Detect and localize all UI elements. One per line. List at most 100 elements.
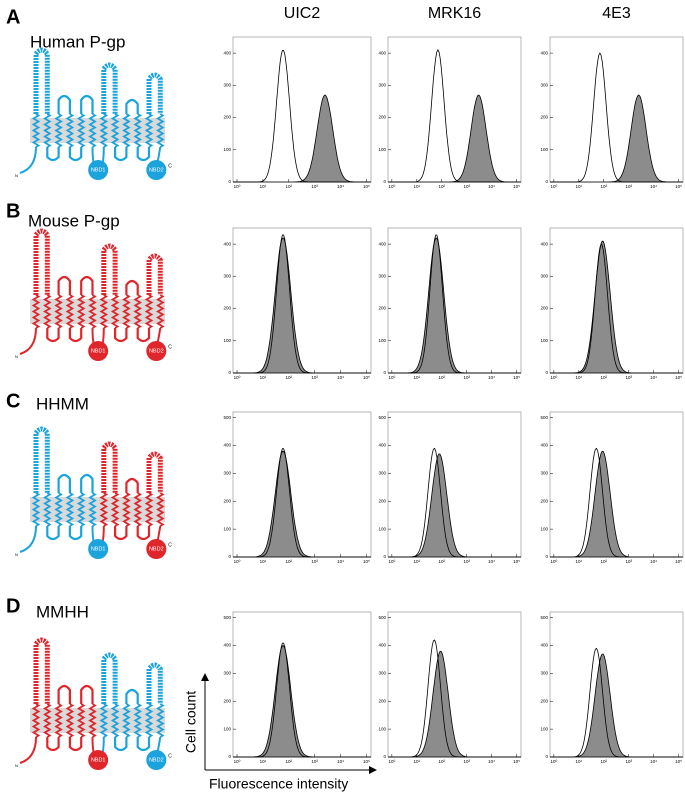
- helix: [54, 492, 63, 527]
- y-tick-label: 300: [378, 471, 386, 476]
- y-tick-label: 200: [223, 306, 231, 311]
- helix: [88, 294, 97, 329]
- y-tick-label: 400: [378, 241, 386, 246]
- membrane: [30, 497, 165, 522]
- panel-frame: [549, 611, 684, 758]
- x-tick-label: 10⁰: [388, 559, 395, 564]
- x-tick-label: 10⁰: [234, 559, 241, 564]
- y-tick-label: 500: [378, 615, 386, 620]
- extracellular-loop: [125, 688, 139, 704]
- x-tick-label: 10⁵: [513, 759, 520, 764]
- y-tick-label: 400: [378, 443, 386, 448]
- sample-histogram: [233, 94, 371, 183]
- control-histogram: [550, 647, 683, 758]
- nbd1-label: NBD1: [91, 757, 106, 763]
- helix: [65, 113, 75, 148]
- extracellular-loop: [33, 47, 50, 114]
- helix: [144, 492, 154, 527]
- y-tick-label: 0: [383, 554, 386, 559]
- n-tail: [19, 327, 37, 355]
- x-tick-label: 10²: [439, 375, 446, 380]
- x-tick-label: 10⁵: [363, 375, 370, 380]
- control-histogram: [550, 243, 683, 374]
- intracellular-loop: [136, 737, 151, 752]
- control-histogram: [388, 447, 521, 558]
- helix: [110, 703, 120, 738]
- helix: [31, 113, 41, 148]
- extracellular-loop: [125, 477, 139, 493]
- y-tick-label: 400: [378, 643, 386, 648]
- y-tick-label: 0: [545, 370, 548, 375]
- y-tick-label: 100: [540, 147, 548, 152]
- x-tick-label: 10²: [286, 375, 293, 380]
- intracellular-loop: [136, 147, 151, 162]
- nbd2-label: NBD2: [149, 167, 164, 173]
- x-tick-label: 10³: [311, 184, 318, 189]
- nbd2-label: NBD2: [149, 348, 164, 354]
- helix: [76, 703, 86, 738]
- x-tick-label: 10²: [439, 184, 446, 189]
- x-tick-label: 10⁵: [675, 375, 682, 380]
- extracellular-loop: [57, 473, 71, 493]
- y-tick-label: 100: [378, 147, 386, 152]
- helix: [133, 703, 142, 738]
- y-tick-label: 400: [223, 443, 231, 448]
- helix: [144, 294, 154, 329]
- sample-histogram: [550, 240, 683, 374]
- y-tick-label: 400: [540, 643, 548, 648]
- helix: [110, 492, 120, 527]
- helix: [133, 113, 142, 148]
- sample-histogram: [233, 450, 371, 558]
- x-tick-label: 10⁵: [363, 184, 370, 189]
- x-tick-label: 10³: [625, 759, 632, 764]
- y-tick-label: 0: [545, 754, 548, 759]
- control-histogram: [388, 49, 521, 183]
- sample-histogram: [233, 645, 371, 758]
- y-tick-label: 200: [223, 115, 231, 120]
- x-tick-label: 10⁰: [234, 375, 241, 380]
- c-label: C: [168, 753, 172, 759]
- x-tick-label: 10²: [439, 559, 446, 564]
- y-tick-label: 100: [540, 726, 548, 731]
- c-label: C: [168, 163, 172, 169]
- y-tick-label: 200: [540, 498, 548, 503]
- intracellular-loop: [114, 526, 128, 541]
- x-tick-label: 10³: [625, 559, 632, 564]
- control-histogram: [233, 642, 371, 758]
- x-tick-label: 10⁰: [550, 759, 557, 764]
- x-tick-label: 10⁴: [650, 375, 657, 380]
- helix: [76, 113, 86, 148]
- n-label: N: [15, 552, 18, 557]
- panel-letter: C: [6, 390, 20, 412]
- column-title: 4E3: [602, 5, 631, 22]
- sample-histogram: [388, 94, 521, 183]
- y-tick-label: 300: [223, 471, 231, 476]
- intracellular-loop: [136, 526, 151, 541]
- row-title: Human P-gp: [30, 32, 125, 51]
- y-tick-label: 100: [540, 526, 548, 531]
- sample-histogram: [550, 653, 683, 758]
- x-tick-label: 10³: [311, 759, 318, 764]
- y-tick-label: 300: [540, 274, 548, 279]
- y-tick-label: 200: [378, 698, 386, 703]
- x-tick-label: 10⁵: [675, 559, 682, 564]
- extracellular-loop: [101, 441, 118, 493]
- y-tick-label: 300: [223, 274, 231, 279]
- helix: [110, 113, 120, 148]
- sample-histogram: [550, 450, 683, 558]
- helix: [43, 703, 52, 738]
- y-tick-label: 0: [228, 754, 231, 759]
- y-tick-label: 200: [378, 306, 386, 311]
- x-tick-label: 10⁵: [513, 375, 520, 380]
- extracellular-loop: [146, 253, 163, 295]
- x-tick-label: 10¹: [260, 559, 267, 564]
- control-histogram: [233, 448, 371, 558]
- y-tick-label: 100: [223, 526, 231, 531]
- x-tick-label: 10³: [463, 184, 470, 189]
- x-tick-label: 10³: [311, 375, 318, 380]
- x-tick-label: 10⁴: [650, 184, 657, 189]
- control-histogram: [550, 447, 683, 558]
- x-tick-label: 10¹: [576, 184, 583, 189]
- x-tick-label: 10²: [286, 184, 293, 189]
- x-tick-label: 10⁵: [513, 559, 520, 564]
